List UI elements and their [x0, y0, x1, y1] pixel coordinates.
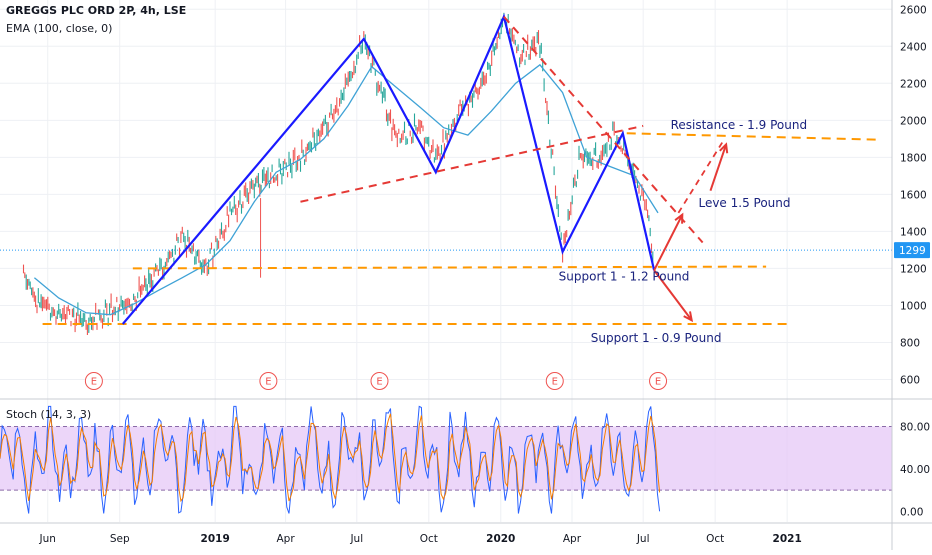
time-tick-label: 2021: [773, 533, 802, 545]
time-tick-label: Oct: [420, 533, 438, 545]
last-price-label: 1299: [899, 245, 926, 257]
stoch-tick-label: 80.00: [900, 422, 930, 434]
stoch-series: [0, 405, 661, 514]
price-tick-label: 600: [900, 374, 920, 386]
price-tick-label: 2200: [900, 78, 927, 90]
earnings-marker: [259, 372, 278, 390]
earnings-marker-label: E: [655, 377, 661, 388]
resistance-line-1900: [626, 132, 881, 141]
stoch-tick-label: 0.00: [900, 506, 923, 518]
earnings-marker-label: E: [265, 377, 271, 388]
annotations: Resistance - 1.9 Pound Leve 1.5 Pound Supp…: [559, 118, 930, 345]
up-arrow-head: [674, 212, 684, 224]
time-tick-label: Jul: [636, 533, 650, 545]
earnings-marker-label: E: [91, 377, 97, 388]
annotation-label: Support 1 - 1.2 Pound: [559, 269, 690, 283]
horizontal-levels: [0, 132, 892, 325]
stoch-d-line: [0, 413, 661, 503]
down-arrow-head: [683, 311, 694, 323]
time-tick-label: Sep: [110, 533, 130, 545]
symbol-title: GREGGS PLC ORD 2P, 4h, LSE: [6, 4, 187, 17]
price-tick-label: 2600: [900, 4, 927, 16]
projection-line: [677, 142, 723, 214]
last-price-tag: [894, 242, 930, 259]
price-bars: [22, 12, 654, 335]
time-tick-label: Jun: [39, 533, 56, 545]
price-series: [22, 12, 654, 335]
down-arrow-shaft: [653, 269, 693, 321]
projection-arrow-head: [719, 142, 729, 154]
pattern-lines: [121, 13, 729, 325]
projection-arrow-shaft: [709, 144, 728, 191]
earnings-marker: [545, 372, 564, 390]
time-tick-label: Oct: [706, 533, 724, 545]
time-tick-label: Apr: [563, 533, 582, 545]
support-line-1200: [132, 265, 767, 270]
price-tick-label: 1600: [900, 189, 927, 201]
annotation-label: Resistance - 1.9 Pound: [671, 118, 808, 132]
price-tick-label: 1800: [900, 152, 927, 164]
up-arrow-shaft: [653, 214, 684, 271]
earnings-marker: [370, 372, 389, 390]
stoch-indicator-label: Stoch (14, 3, 3): [6, 408, 92, 421]
earnings-marker-label: E: [552, 377, 558, 388]
earnings-marker: [84, 372, 103, 390]
annotation-label: Support 1 - 0.9 Pound: [591, 331, 722, 345]
price-tick-label: 800: [900, 337, 920, 349]
time-tick-label: 2020: [486, 533, 515, 545]
time-tick-label: 2019: [201, 533, 230, 545]
earnings-marker-label: E: [376, 377, 382, 388]
price-tick-label: 1200: [900, 263, 927, 275]
neckline-trend: [300, 124, 644, 203]
price-tick-label: 1400: [900, 226, 927, 238]
price-tick-label: 2400: [900, 41, 927, 53]
stoch-tick-label: 40.00: [900, 464, 930, 476]
time-tick-label: Apr: [277, 533, 296, 545]
price-tick-label: 2000: [900, 115, 927, 127]
time-tick-label: Jul: [349, 533, 363, 545]
annotation-label: Leve 1.5 Pound: [698, 196, 790, 210]
price-tick-label: 1000: [900, 300, 927, 312]
earnings-marker: [649, 372, 668, 390]
ema-indicator-label: EMA (100, close, 0): [6, 22, 113, 35]
